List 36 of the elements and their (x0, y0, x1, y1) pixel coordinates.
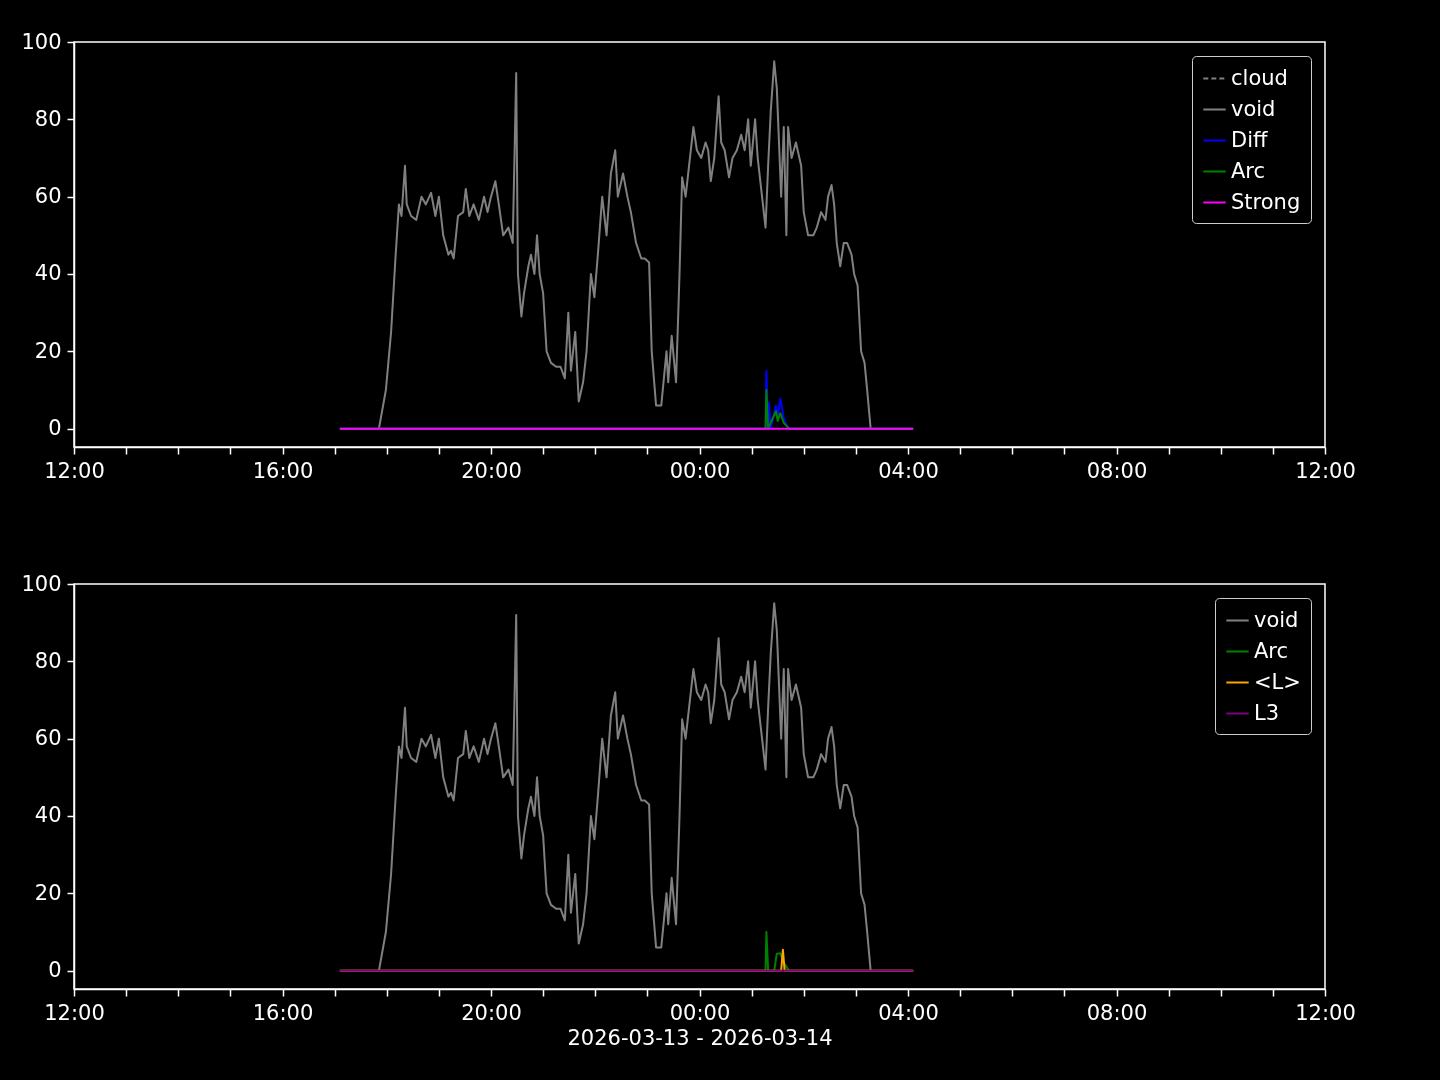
y-tick-label: 20 (34, 880, 62, 905)
y-tick-label: 40 (34, 261, 62, 286)
legend-label: void (1231, 96, 1276, 121)
y-tick-label: 100 (21, 29, 62, 54)
x-tick-label: 12:00 (1295, 1000, 1356, 1025)
y-tick-label: 100 (21, 571, 62, 596)
y-tick-label: 60 (34, 184, 62, 209)
legend-label: cloud (1231, 65, 1288, 90)
x-tick-label: 16:00 (252, 458, 314, 483)
y-tick-label: 0 (48, 416, 62, 441)
legend-label: Strong (1231, 189, 1301, 214)
x-tick-label: 16:00 (252, 1000, 314, 1025)
x-axis-title: 2026-03-13 - 2026-03-14 (567, 1025, 833, 1050)
y-tick-label: 20 (34, 338, 62, 363)
y-tick-label: 40 (34, 803, 62, 828)
x-tick-label: 20:00 (461, 1000, 522, 1025)
y-tick-label: 0 (48, 958, 62, 983)
y-tick-label: 80 (34, 648, 62, 673)
legend-label: Diff (1231, 127, 1268, 152)
x-tick-label: 20:00 (461, 458, 522, 483)
legend-label: L3 (1254, 700, 1280, 725)
x-tick-label: 04:00 (878, 1000, 939, 1025)
x-tick-label: 12:00 (1295, 458, 1356, 483)
x-tick-label: 08:00 (1086, 458, 1148, 483)
legend-label: void (1254, 607, 1299, 632)
x-tick-label: 04:00 (878, 458, 939, 483)
y-tick-label: 60 (34, 726, 62, 751)
x-tick-label: 00:00 (669, 458, 731, 483)
y-tick-label: 80 (34, 106, 62, 131)
x-tick-label: 00:00 (669, 1000, 731, 1025)
legend-label: Arc (1254, 638, 1289, 663)
x-tick-label: 12:00 (44, 1000, 105, 1025)
x-tick-label: 12:00 (44, 458, 105, 483)
legend-label: <L> (1254, 669, 1301, 694)
legend-label: Arc (1231, 158, 1266, 183)
x-tick-label: 08:00 (1086, 1000, 1148, 1025)
